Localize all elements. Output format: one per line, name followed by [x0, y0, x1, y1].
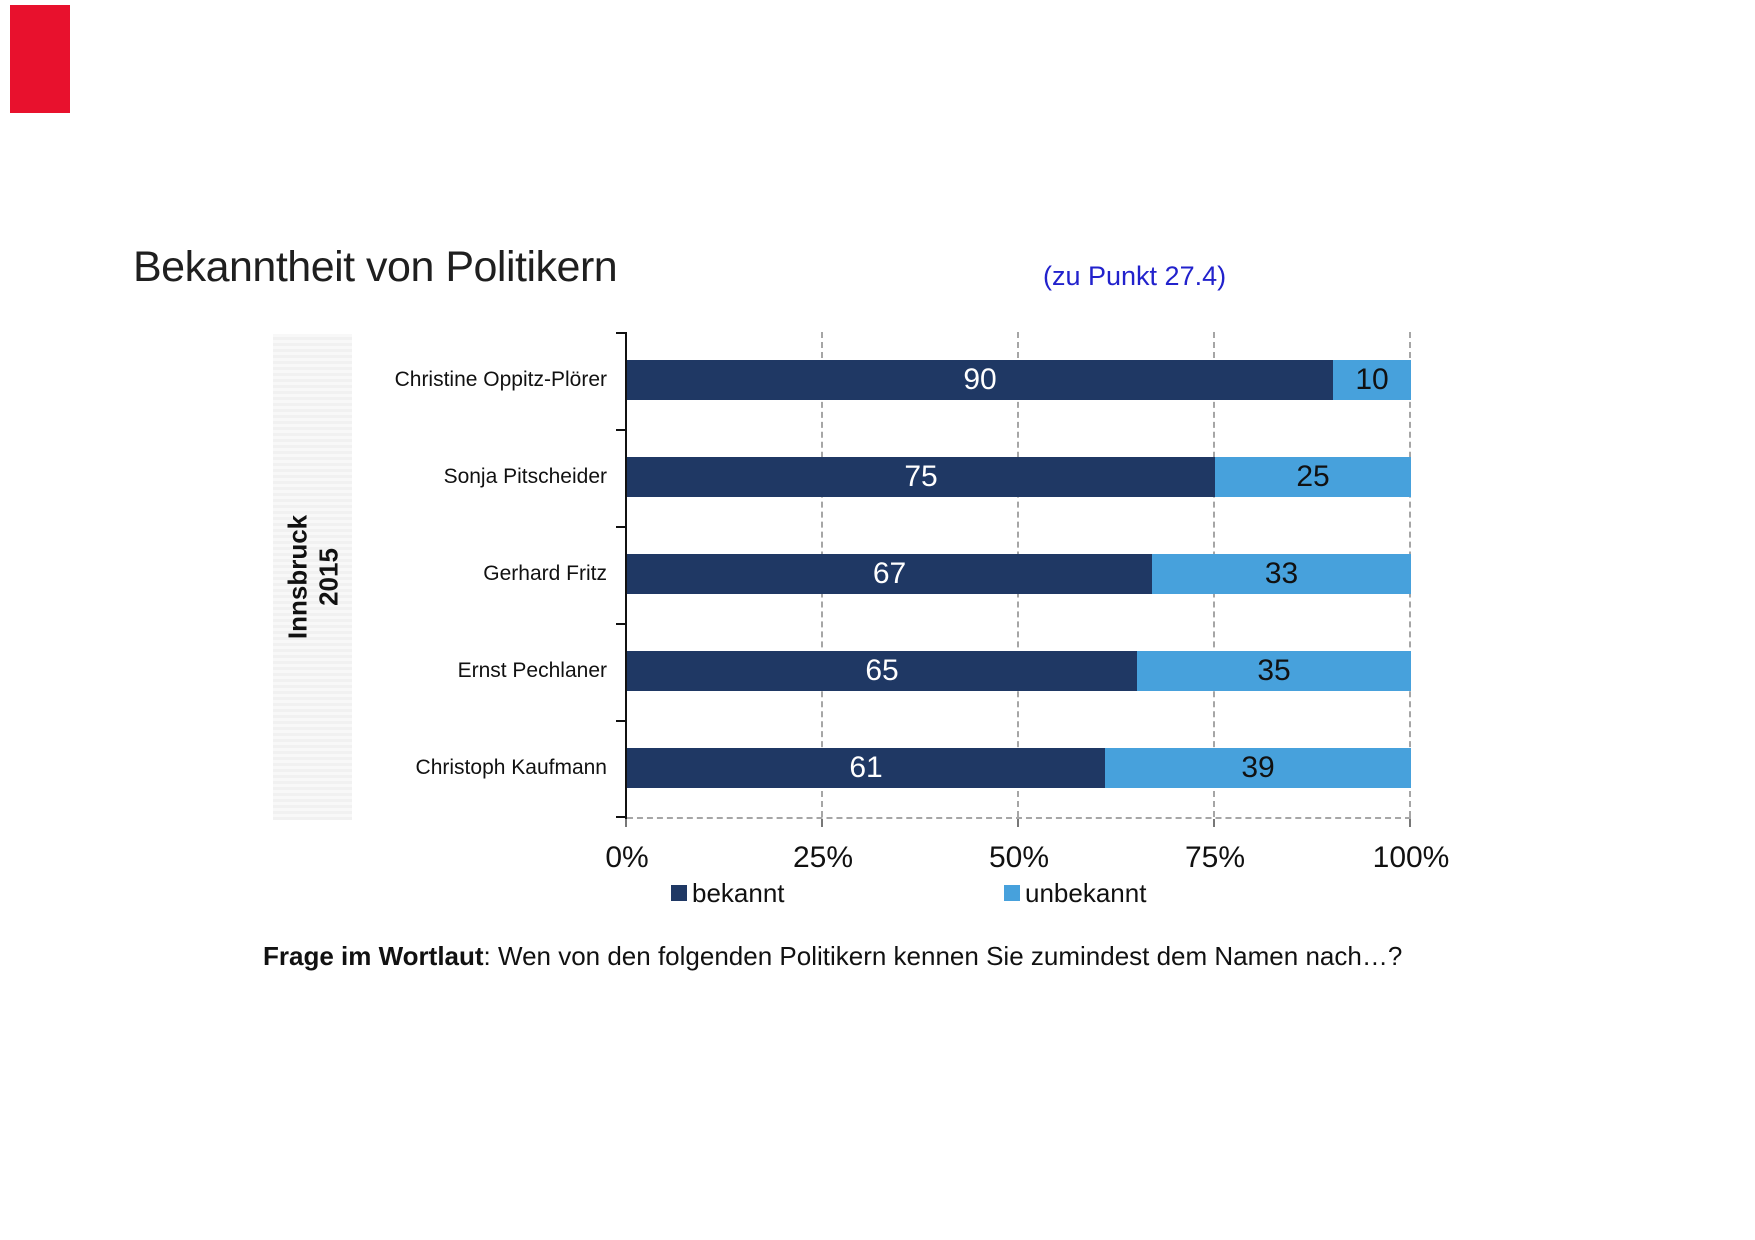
y-axis-line [625, 332, 627, 819]
footer-question-lead: Frage im Wortlaut [263, 941, 484, 971]
y-axis-tick [616, 623, 625, 625]
x-axis-tick [821, 819, 823, 827]
reference-note: (zu Punkt 27.4) [1043, 261, 1227, 291]
legend-item-unbekannt: unbekannt [1004, 877, 1147, 908]
bar-segment-bekannt: 65 [627, 651, 1137, 691]
category-label: Sonja Pitscheider [443, 465, 607, 488]
bar-chart-plot-area: 90 10 75 25 67 33 65 35 61 39 [616, 332, 1411, 827]
x-axis-label: 50% [988, 841, 1050, 874]
category-axis: Christine Oppitz-Plörer Sonja Pitscheider… [0, 332, 607, 817]
x-axis-label: 100% [1372, 841, 1450, 874]
footer-question-text: : Wen von den folgenden Politikern kenne… [483, 941, 1403, 971]
bar-segment-unbekannt: 35 [1137, 651, 1411, 691]
bar-segment-unbekannt: 10 [1333, 360, 1411, 400]
x-axis-tick [625, 819, 627, 827]
y-axis-tick [616, 816, 625, 818]
x-axis-label: 0% [605, 841, 649, 874]
bar-segment-bekannt: 90 [627, 360, 1333, 400]
bar-segment-unbekannt: 39 [1105, 748, 1411, 788]
y-axis-tick [616, 332, 625, 334]
x-axis-tick [1409, 819, 1411, 827]
x-axis-label: 25% [792, 841, 854, 874]
group-band: Innsbruck 2015 [273, 334, 352, 820]
x-axis-tick [1017, 819, 1019, 827]
bar-segment-unbekannt: 25 [1215, 457, 1411, 497]
y-axis-tick [616, 526, 625, 528]
y-axis-tick [616, 429, 625, 431]
corner-flag [10, 5, 70, 113]
bar-segment-bekannt: 75 [627, 457, 1215, 497]
x-axis-label: 75% [1184, 841, 1246, 874]
bar-segment-bekannt: 61 [627, 748, 1105, 788]
legend-item-bekannt: bekannt [671, 877, 785, 908]
bar-segment-unbekannt: 33 [1152, 554, 1411, 594]
category-label: Christine Oppitz-Plörer [394, 368, 607, 391]
legend-swatch-bekannt [671, 885, 687, 901]
bar-segment-bekannt: 67 [627, 554, 1152, 594]
category-label: Gerhard Fritz [483, 562, 607, 585]
legend-label-unbekannt: unbekannt [1025, 877, 1147, 908]
category-label: Christoph Kaufmann [415, 756, 607, 779]
category-label: Ernst Pechlaner [457, 659, 607, 682]
y-axis-tick [616, 720, 625, 722]
footer-question: Frage im Wortlaut: Wen von den folgenden… [263, 941, 1402, 972]
x-axis-tick [1213, 819, 1215, 827]
legend-label-bekannt: bekannt [692, 877, 785, 908]
page-title: Bekanntheit von Politikern [133, 243, 618, 291]
legend-swatch-unbekannt [1004, 885, 1020, 901]
